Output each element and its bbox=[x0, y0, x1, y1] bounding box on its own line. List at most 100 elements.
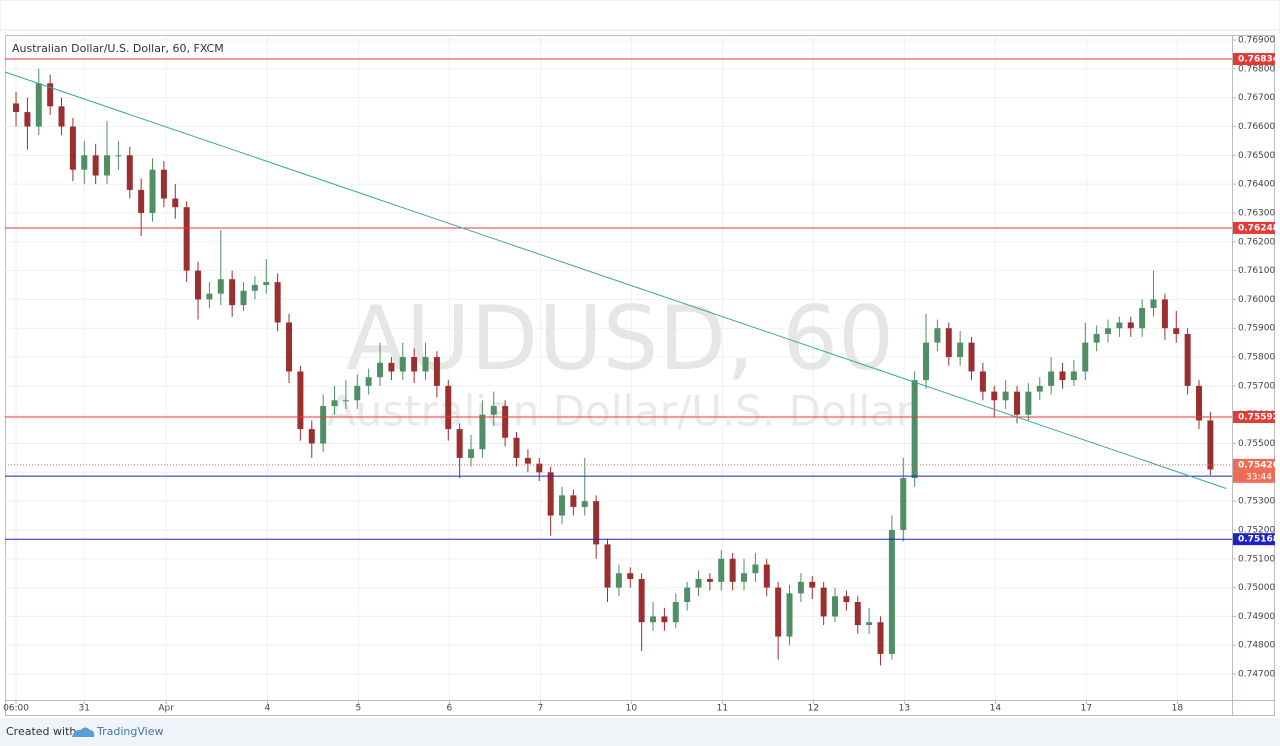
candle-body bbox=[35, 83, 42, 127]
candle-body bbox=[684, 587, 691, 603]
candle-body bbox=[342, 400, 349, 402]
candle-body bbox=[1207, 420, 1214, 470]
candle-body bbox=[695, 578, 702, 588]
candle-body bbox=[979, 371, 986, 392]
candle-body bbox=[752, 564, 759, 574]
x-tick-label: 31 bbox=[79, 704, 90, 714]
candle-body bbox=[1184, 333, 1191, 386]
candle-body bbox=[729, 558, 736, 582]
candle-body bbox=[365, 377, 372, 386]
candle-body bbox=[1002, 391, 1009, 401]
candle-body bbox=[1025, 391, 1032, 415]
candle-body bbox=[422, 357, 429, 372]
chart-frame bbox=[5, 35, 1275, 716]
candle-body bbox=[615, 573, 622, 588]
candle-body bbox=[126, 155, 133, 190]
candle-body bbox=[1105, 328, 1112, 334]
candle-body bbox=[206, 293, 213, 300]
x-tick-label: 11 bbox=[717, 704, 728, 714]
x-tick-label: 6 bbox=[447, 704, 453, 714]
y-tick-label: 0.74700 bbox=[1238, 670, 1275, 680]
candle-body bbox=[195, 270, 202, 300]
y-tick-label: 0.76800 bbox=[1238, 64, 1275, 74]
y-tick-label: 0.75200 bbox=[1238, 525, 1275, 535]
candle-body bbox=[388, 362, 395, 372]
candle-body bbox=[468, 449, 475, 458]
candle-body bbox=[1082, 342, 1089, 372]
candle-body bbox=[911, 380, 918, 479]
y-tick-label: 0.75800 bbox=[1238, 353, 1275, 363]
y-tick-label: 0.75500 bbox=[1238, 439, 1275, 449]
candle-body bbox=[456, 429, 463, 458]
candle-body bbox=[490, 406, 497, 415]
level-label-box bbox=[1233, 53, 1275, 66]
candle-body bbox=[809, 581, 816, 588]
x-tick-label: 13 bbox=[899, 704, 910, 714]
axes: 0.74700 0.74800 0.74900 0.75000 0.75100 0.752… bbox=[3, 36, 1279, 714]
candle-body bbox=[1161, 299, 1168, 329]
candle-body bbox=[251, 285, 258, 291]
candle-body bbox=[433, 357, 440, 386]
x-tick-label: 14 bbox=[990, 704, 1002, 714]
footer-text: Created with bbox=[6, 725, 76, 738]
candle-body bbox=[411, 357, 418, 372]
candle-body bbox=[377, 362, 384, 378]
candle-body bbox=[1150, 299, 1157, 309]
candle-body bbox=[81, 155, 88, 170]
candle-body bbox=[104, 155, 111, 176]
footer-bar bbox=[0, 718, 1280, 746]
candle-body bbox=[69, 126, 76, 170]
candle-body bbox=[559, 495, 566, 516]
candle-body bbox=[934, 328, 941, 343]
countdown-label: 33:44 bbox=[1246, 472, 1272, 482]
y-tick-label: 0.76700 bbox=[1238, 93, 1275, 103]
candle-body bbox=[547, 472, 554, 516]
x-tick-label: 7 bbox=[538, 704, 544, 714]
candle-body bbox=[47, 83, 54, 107]
level-label: 0.75168 bbox=[1238, 535, 1279, 545]
candle-body bbox=[1173, 328, 1180, 334]
x-tick-label: Apr bbox=[158, 704, 174, 714]
watermark-description: Australian Dollar/U.S. Dollar bbox=[327, 387, 914, 436]
candle-body bbox=[1093, 333, 1100, 343]
candle-body bbox=[1070, 371, 1077, 381]
candle-body bbox=[957, 342, 964, 358]
candle-body bbox=[661, 616, 668, 623]
candle-body bbox=[797, 581, 804, 594]
candle-body bbox=[172, 198, 179, 208]
footer-brand[interactable]: TradingView bbox=[96, 725, 163, 738]
x-tick-label: 5 bbox=[356, 704, 362, 714]
candle-body bbox=[593, 501, 600, 545]
candle-body bbox=[775, 587, 782, 637]
candle-body bbox=[297, 371, 304, 430]
candle-body bbox=[968, 342, 975, 372]
y-tick-label: 0.75900 bbox=[1238, 324, 1275, 334]
candle-body bbox=[1139, 308, 1146, 329]
candle-body bbox=[991, 391, 998, 401]
candle-body bbox=[536, 463, 543, 473]
y-tick-label: 0.75100 bbox=[1238, 554, 1275, 564]
y-tick-label: 0.74900 bbox=[1238, 612, 1275, 622]
candle-body bbox=[240, 290, 247, 306]
candle-body bbox=[183, 207, 190, 271]
x-tick-label: 4 bbox=[265, 704, 271, 714]
candle-body bbox=[638, 578, 645, 623]
candle-body bbox=[1048, 371, 1055, 386]
candle-body bbox=[274, 282, 281, 323]
candle-body bbox=[149, 169, 156, 213]
candle-body bbox=[524, 457, 531, 464]
candle-body bbox=[308, 429, 315, 444]
candle-body bbox=[741, 573, 748, 582]
candle-body bbox=[706, 578, 713, 582]
candle-body bbox=[763, 564, 770, 588]
candle-body bbox=[627, 573, 634, 579]
candle-body bbox=[820, 587, 827, 617]
level-label: 0.76248 bbox=[1238, 223, 1279, 233]
x-tick-label: 10 bbox=[626, 704, 638, 714]
y-tick-label: 0.76300 bbox=[1238, 208, 1275, 218]
candle-body bbox=[286, 322, 293, 372]
candle-body bbox=[945, 328, 952, 358]
y-tick-label: 0.76100 bbox=[1238, 266, 1275, 276]
